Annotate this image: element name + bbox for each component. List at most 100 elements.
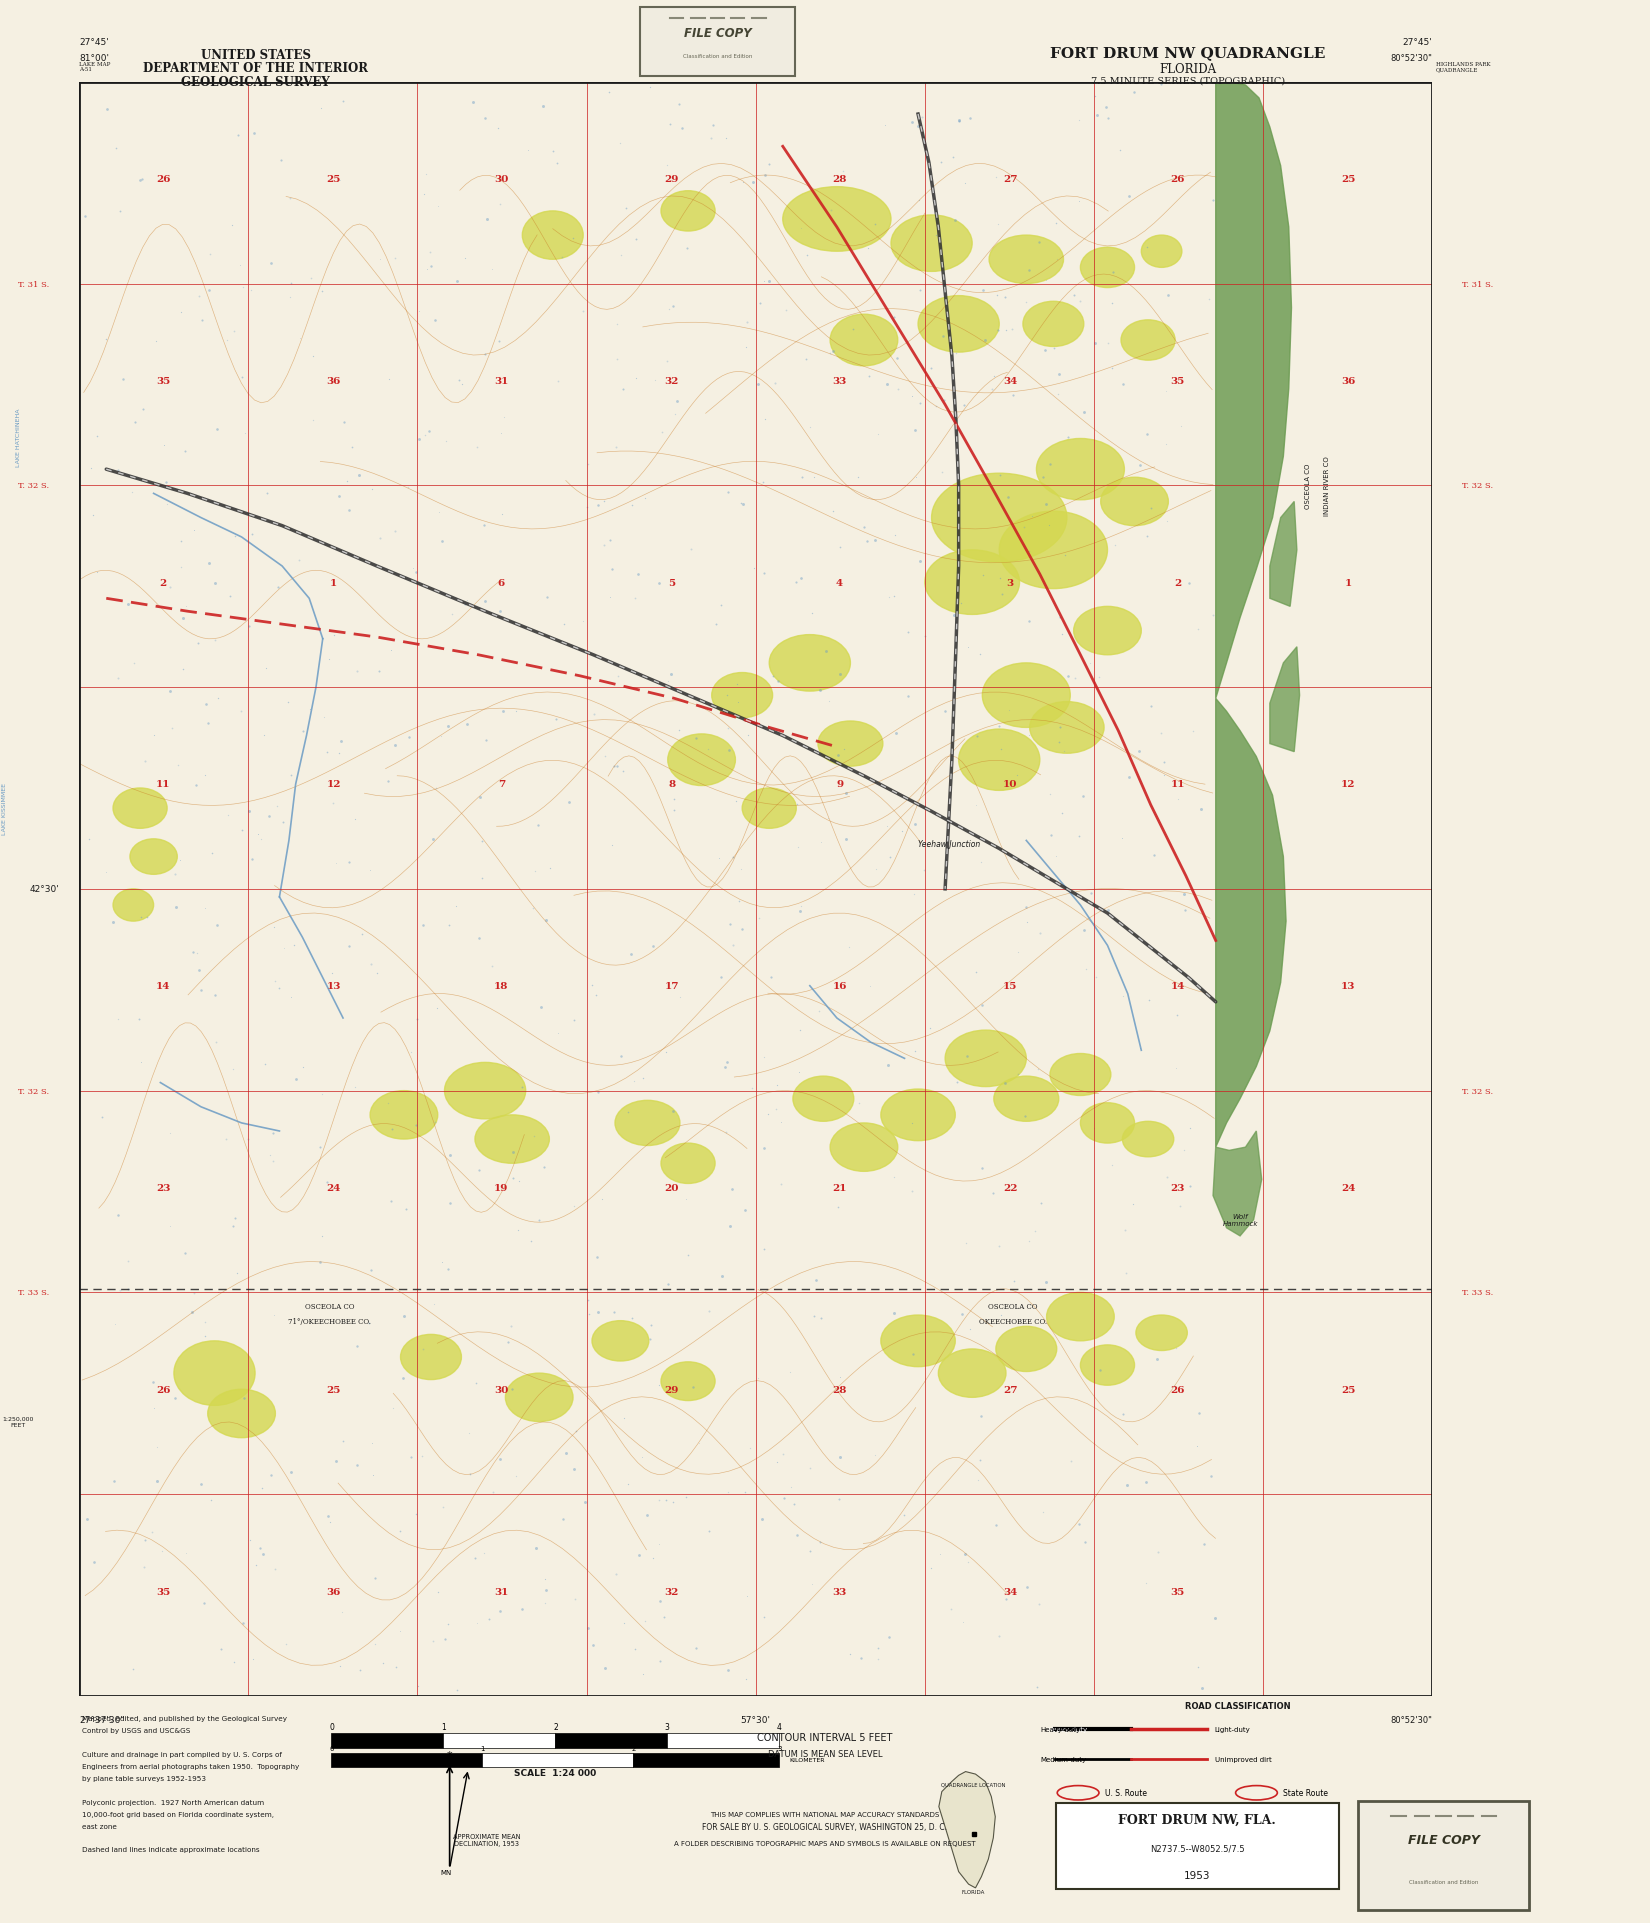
- Ellipse shape: [112, 888, 153, 921]
- Text: 26: 26: [1170, 175, 1185, 185]
- Ellipse shape: [830, 315, 898, 367]
- Ellipse shape: [1081, 248, 1135, 288]
- Text: Culture and drainage in part compiled by U. S. Corps of: Culture and drainage in part compiled by…: [82, 1752, 282, 1758]
- Text: Classification and Edition: Classification and Edition: [683, 54, 752, 60]
- Text: GEOLOGICAL SURVEY: GEOLOGICAL SURVEY: [182, 75, 330, 88]
- Ellipse shape: [769, 635, 850, 692]
- Text: 24: 24: [327, 1183, 342, 1192]
- Text: 31: 31: [493, 377, 508, 387]
- FancyBboxPatch shape: [640, 8, 795, 77]
- Text: 27°45': 27°45': [79, 38, 109, 48]
- Ellipse shape: [881, 1315, 955, 1367]
- Text: SCALE  1:24 000: SCALE 1:24 000: [515, 1767, 597, 1777]
- Text: ROAD CLASSIFICATION: ROAD CLASSIFICATION: [1185, 1702, 1290, 1710]
- Text: 32: 32: [665, 1586, 680, 1596]
- Text: FORT DRUM NW, FLA.: FORT DRUM NW, FLA.: [1119, 1813, 1275, 1825]
- Text: INDIAN RIVER CO: INDIAN RIVER CO: [1323, 456, 1330, 515]
- Text: T. 32 S.: T. 32 S.: [18, 483, 50, 490]
- Ellipse shape: [881, 1090, 955, 1140]
- Text: 71°/OKEECHOBEE CO.: 71°/OKEECHOBEE CO.: [289, 1317, 371, 1325]
- Text: QUADRANGLE LOCATION: QUADRANGLE LOCATION: [940, 1781, 1006, 1786]
- Text: 11: 11: [155, 781, 170, 788]
- Text: Mapped, edited, and published by the Geological Survey: Mapped, edited, and published by the Geo…: [82, 1715, 287, 1721]
- Text: T. 33 S.: T. 33 S.: [1462, 1288, 1493, 1296]
- Text: 27°37'30": 27°37'30": [79, 1715, 125, 1725]
- Ellipse shape: [592, 1321, 648, 1361]
- Text: HIGHLANDS PARK
QUADRANGLE: HIGHLANDS PARK QUADRANGLE: [1436, 62, 1490, 73]
- Ellipse shape: [505, 1373, 573, 1421]
- Polygon shape: [1216, 83, 1292, 698]
- Text: Medium-duty: Medium-duty: [1040, 1756, 1086, 1761]
- Text: 32: 32: [665, 377, 680, 387]
- Text: 36: 36: [327, 1586, 342, 1596]
- Text: Heavy-duty: Heavy-duty: [1048, 1725, 1087, 1733]
- Ellipse shape: [1046, 1292, 1114, 1340]
- Text: LAKE MAP
A-51: LAKE MAP A-51: [79, 62, 111, 73]
- Polygon shape: [1270, 502, 1297, 608]
- Text: 36: 36: [327, 377, 342, 387]
- Ellipse shape: [959, 729, 1040, 790]
- Text: FLORIDA: FLORIDA: [1160, 63, 1216, 77]
- Text: 29: 29: [665, 1385, 680, 1394]
- Text: T. 32 S.: T. 32 S.: [1462, 1086, 1493, 1094]
- Ellipse shape: [1030, 702, 1104, 754]
- Text: 0: 0: [328, 1723, 333, 1731]
- Ellipse shape: [615, 1100, 680, 1146]
- Text: Unimproved dirt: Unimproved dirt: [1214, 1756, 1272, 1761]
- Text: 6: 6: [498, 579, 505, 587]
- Text: 36: 36: [1341, 377, 1356, 387]
- Text: N2737.5--W8052.5/7.5: N2737.5--W8052.5/7.5: [1150, 1844, 1244, 1852]
- Text: by plane table surveys 1952-1953: by plane table surveys 1952-1953: [82, 1775, 206, 1781]
- Text: 14: 14: [155, 983, 170, 990]
- Text: 8: 8: [668, 781, 675, 788]
- Text: 80°52'30": 80°52'30": [1391, 1715, 1432, 1725]
- Text: 0: 0: [330, 1746, 333, 1752]
- Text: FOR SALE BY U. S. GEOLOGICAL SURVEY, WASHINGTON 25, D. C.: FOR SALE BY U. S. GEOLOGICAL SURVEY, WAS…: [703, 1821, 947, 1831]
- Text: 22: 22: [1003, 1183, 1018, 1192]
- Text: 1: 1: [1345, 579, 1351, 587]
- Ellipse shape: [782, 188, 891, 252]
- Text: 1: 1: [330, 579, 337, 587]
- Ellipse shape: [523, 212, 582, 260]
- Ellipse shape: [932, 473, 1068, 563]
- Text: State Route: State Route: [1284, 1788, 1328, 1798]
- Ellipse shape: [1000, 512, 1107, 588]
- Text: 3: 3: [777, 1746, 782, 1752]
- Text: U. S. Route: U. S. Route: [1106, 1788, 1147, 1798]
- Polygon shape: [939, 1771, 995, 1888]
- Ellipse shape: [1074, 608, 1142, 656]
- Text: 2: 2: [553, 1723, 558, 1731]
- Ellipse shape: [982, 663, 1071, 729]
- Text: Dashed land lines indicate approximate locations: Dashed land lines indicate approximate l…: [82, 1846, 261, 1852]
- Text: OKEECHOBEE CO.: OKEECHOBEE CO.: [978, 1317, 1046, 1325]
- Text: KILOMETER: KILOMETER: [789, 1758, 825, 1761]
- Text: 15: 15: [1003, 983, 1018, 990]
- Text: 28: 28: [832, 1385, 846, 1394]
- Text: 26: 26: [155, 1385, 170, 1394]
- Ellipse shape: [130, 838, 177, 875]
- Text: 9: 9: [837, 781, 843, 788]
- Text: 4: 4: [777, 1723, 782, 1731]
- Text: FILE COPY: FILE COPY: [1407, 1833, 1480, 1846]
- Text: Light-duty: Light-duty: [1214, 1725, 1251, 1733]
- Ellipse shape: [939, 1350, 1006, 1398]
- Text: 35: 35: [157, 1586, 170, 1596]
- Ellipse shape: [711, 673, 772, 719]
- Text: 3: 3: [665, 1723, 670, 1731]
- Ellipse shape: [818, 721, 883, 767]
- Text: 81°00': 81°00': [79, 54, 109, 63]
- Text: 2: 2: [160, 579, 167, 587]
- Text: OSCEOLA CO: OSCEOLA CO: [305, 1302, 355, 1310]
- Text: UNITED STATES: UNITED STATES: [201, 48, 310, 62]
- Text: 35: 35: [157, 377, 170, 387]
- Text: 23: 23: [1170, 1183, 1185, 1192]
- Text: 2: 2: [630, 1746, 635, 1752]
- Text: T. 32 S.: T. 32 S.: [18, 1086, 50, 1094]
- Text: 17: 17: [665, 983, 680, 990]
- Polygon shape: [1213, 1131, 1262, 1236]
- Text: 7: 7: [498, 781, 505, 788]
- Text: LAKE KISSIMMEE: LAKE KISSIMMEE: [2, 783, 7, 835]
- Ellipse shape: [891, 215, 972, 273]
- Ellipse shape: [475, 1115, 549, 1163]
- Text: T. 33 S.: T. 33 S.: [18, 1288, 50, 1296]
